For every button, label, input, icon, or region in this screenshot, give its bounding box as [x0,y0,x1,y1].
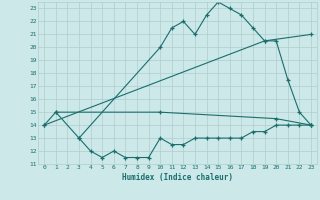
X-axis label: Humidex (Indice chaleur): Humidex (Indice chaleur) [122,173,233,182]
